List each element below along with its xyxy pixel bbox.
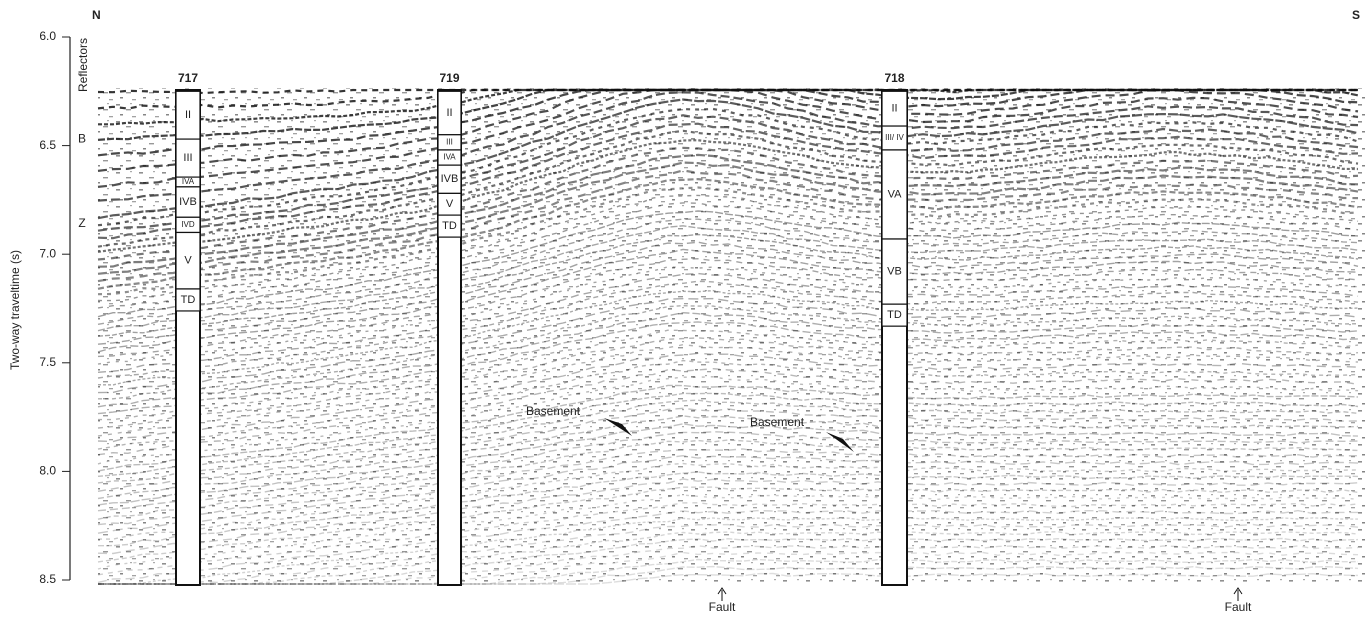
reflector-label: B <box>78 131 86 145</box>
site-name: 719 <box>439 71 459 85</box>
unit-label: IVD <box>181 220 195 229</box>
fault-arrow <box>718 588 726 601</box>
unit-label: VB <box>887 265 902 277</box>
y-tick-label: 8.0 <box>39 464 56 478</box>
body: N S Two-way traveltime (s) Reflectors Ba… <box>0 0 1369 617</box>
unit-label: TD <box>442 220 457 232</box>
seismic-figure: N S Two-way traveltime (s) Reflectors Ba… <box>0 0 1369 617</box>
y-axis-label: Two-way traveltime (s) <box>8 250 22 370</box>
unit-label: IVB <box>441 173 459 185</box>
unit-label: V <box>446 198 454 210</box>
site-name: 717 <box>178 71 198 85</box>
unit-label: II <box>446 107 452 119</box>
reflector-label: Z <box>78 216 85 230</box>
unit-label: II <box>891 103 897 115</box>
basement-label: Basement <box>750 415 805 429</box>
basement-label: Basement <box>526 404 581 418</box>
unit-label: III/ IV <box>885 133 904 142</box>
y-tick-label: 7.0 <box>39 246 56 260</box>
fault-label: Fault <box>1225 600 1252 614</box>
fault-arrow <box>1234 588 1242 601</box>
y-tick-label: 6.0 <box>39 29 56 43</box>
y-tick-label: 6.5 <box>39 138 56 152</box>
seismic-section <box>98 88 1365 585</box>
unit-label: II <box>185 109 191 121</box>
unit-label: TD <box>887 309 902 321</box>
fault-label: Fault <box>709 600 736 614</box>
unit-label: III <box>183 152 192 164</box>
unit-label: III <box>446 137 453 146</box>
reflectors-title: Reflectors <box>76 38 90 92</box>
unit-label: IVB <box>179 196 197 208</box>
seismic-noise <box>98 88 1365 585</box>
site-name: 718 <box>884 71 904 85</box>
y-tick-label: 7.5 <box>39 355 56 369</box>
unit-label: VA <box>888 188 903 200</box>
north-label: N <box>92 8 101 22</box>
y-tick-label: 8.5 <box>39 572 56 586</box>
unit-label: TD <box>181 294 196 306</box>
unit-label: IVA <box>443 153 456 162</box>
page: {"compass": {"north": "N", "south": "S"}… <box>0 0 1369 617</box>
south-label: S <box>1352 8 1360 22</box>
unit-label: V <box>184 255 192 267</box>
unit-label: IVA <box>182 177 195 186</box>
